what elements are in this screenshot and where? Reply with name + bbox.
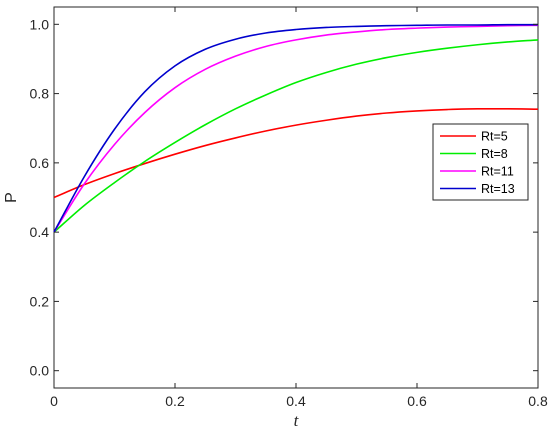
legend: Rt=5 Rt=8 Rt=11 Rt=13	[432, 123, 529, 201]
y-tick-label: 0.4	[30, 224, 50, 240]
y-tick-label: 0.6	[30, 155, 50, 171]
y-tick-label: 1.0	[30, 16, 50, 32]
x-tick-label: 0.2	[165, 393, 185, 409]
x-tick-label: 0.6	[407, 393, 427, 409]
y-tick-label: 0.2	[30, 293, 50, 309]
x-tick-label: 0.8	[528, 393, 548, 409]
series-layer	[53, 23, 539, 233]
series-line-3	[53, 24, 539, 233]
y-tick-label: 0.0	[30, 363, 50, 379]
y-axis-label: P	[3, 192, 20, 203]
legend-entry-label: Rt=5	[481, 130, 508, 144]
series-line-2	[53, 39, 539, 233]
x-tick-label: 0.4	[286, 393, 306, 409]
legend-entry-label: Rt=11	[481, 165, 514, 179]
series-line-4	[53, 23, 538, 233]
legend-entry-label: Rt=13	[481, 182, 515, 196]
y-tick-label: 0.8	[30, 86, 50, 102]
x-tick-label: 0	[50, 393, 58, 409]
ticks-layer: 0 0.2 0.4 0.6 0.8 0.0 0.2 0.4 0.6 0.8 1.0	[30, 7, 548, 409]
x-axis-label: t	[294, 411, 300, 430]
series-line-1	[53, 108, 539, 199]
legend-entry-label: Rt=8	[481, 147, 508, 161]
